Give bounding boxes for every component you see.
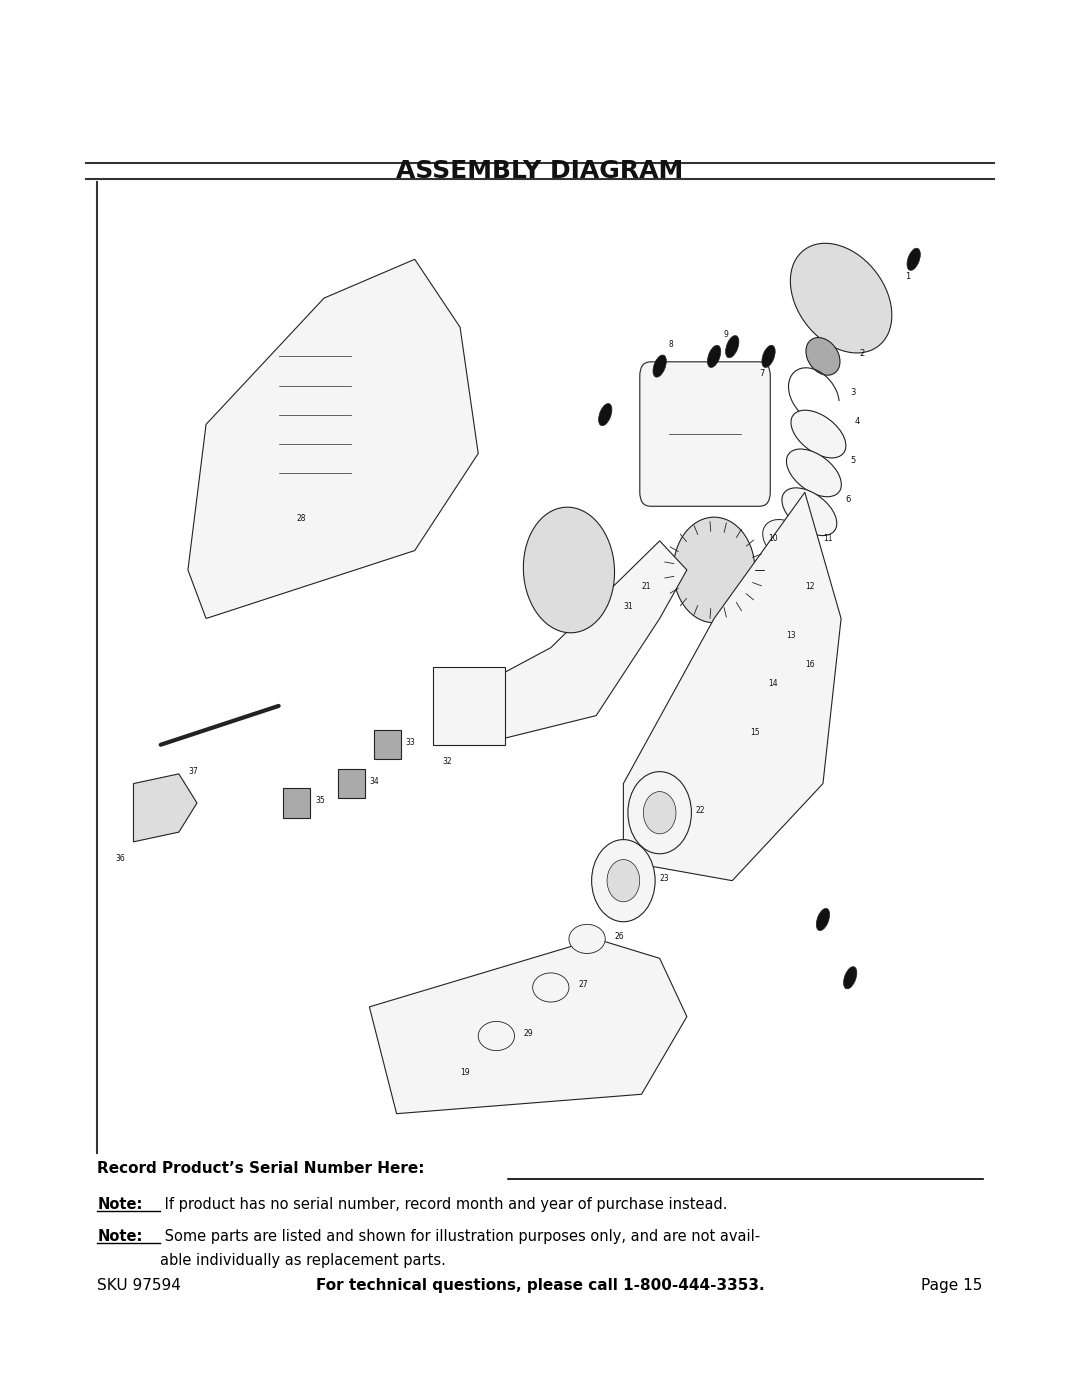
- Text: 8: 8: [669, 339, 674, 349]
- Ellipse shape: [653, 355, 666, 377]
- Bar: [374, 731, 401, 760]
- Text: ASSEMBLY DIAGRAM: ASSEMBLY DIAGRAM: [396, 159, 684, 183]
- Ellipse shape: [569, 925, 605, 954]
- Ellipse shape: [690, 714, 738, 756]
- Ellipse shape: [791, 411, 846, 458]
- Text: 21: 21: [642, 583, 651, 591]
- Text: For technical questions, please call 1-800-444-3353.: For technical questions, please call 1-8…: [315, 1278, 765, 1294]
- Text: 3: 3: [850, 388, 855, 397]
- Text: SKU 97594: SKU 97594: [97, 1278, 181, 1294]
- Text: 19: 19: [460, 1067, 470, 1077]
- Circle shape: [627, 771, 691, 854]
- Text: 15: 15: [751, 728, 760, 738]
- Text: Note:: Note:: [97, 1229, 143, 1245]
- Bar: [433, 668, 505, 745]
- Polygon shape: [478, 541, 687, 745]
- Ellipse shape: [524, 507, 615, 633]
- Text: 4: 4: [854, 418, 860, 426]
- Circle shape: [673, 517, 755, 623]
- Text: 1: 1: [905, 271, 909, 281]
- Text: 22: 22: [696, 806, 705, 814]
- FancyBboxPatch shape: [639, 362, 770, 506]
- Ellipse shape: [726, 335, 739, 358]
- Ellipse shape: [478, 1021, 514, 1051]
- Text: 14: 14: [769, 679, 779, 689]
- Text: 32: 32: [442, 757, 451, 766]
- Text: Note:: Note:: [97, 1197, 143, 1213]
- Text: 9: 9: [724, 330, 728, 339]
- Text: able individually as replacement parts.: able individually as replacement parts.: [160, 1253, 446, 1268]
- Text: 5: 5: [850, 457, 855, 465]
- Circle shape: [607, 859, 639, 902]
- Text: Page 15: Page 15: [921, 1278, 983, 1294]
- Ellipse shape: [786, 448, 841, 497]
- Text: 12: 12: [805, 583, 814, 591]
- Text: 26: 26: [615, 932, 624, 942]
- Polygon shape: [134, 774, 197, 842]
- Text: If product has no serial number, record month and year of purchase instead.: If product has no serial number, record …: [160, 1197, 727, 1213]
- Text: 2: 2: [860, 349, 864, 359]
- Bar: [283, 788, 310, 817]
- Circle shape: [592, 840, 656, 922]
- Polygon shape: [188, 260, 478, 619]
- Text: 10: 10: [769, 534, 779, 543]
- Circle shape: [644, 792, 676, 834]
- Text: 35: 35: [315, 796, 325, 805]
- Text: 31: 31: [623, 602, 633, 610]
- Ellipse shape: [744, 569, 793, 610]
- Ellipse shape: [727, 616, 774, 659]
- Text: Some parts are listed and shown for illustration purposes only, and are not avai: Some parts are listed and shown for illu…: [160, 1229, 760, 1245]
- Text: 36: 36: [116, 854, 125, 863]
- Text: 29: 29: [524, 1030, 534, 1038]
- Text: 6: 6: [846, 495, 851, 504]
- Ellipse shape: [708, 665, 756, 708]
- Text: 7: 7: [759, 369, 765, 377]
- Ellipse shape: [843, 967, 856, 989]
- Bar: [338, 768, 365, 798]
- Ellipse shape: [762, 520, 811, 562]
- Ellipse shape: [707, 345, 720, 367]
- Ellipse shape: [532, 972, 569, 1002]
- Ellipse shape: [816, 908, 829, 930]
- Text: Record Product’s Serial Number Here:: Record Product’s Serial Number Here:: [97, 1161, 424, 1176]
- Ellipse shape: [761, 345, 775, 367]
- Text: 37: 37: [188, 767, 198, 775]
- Text: 23: 23: [660, 873, 670, 883]
- Text: 13: 13: [786, 631, 796, 640]
- Ellipse shape: [907, 249, 920, 271]
- Ellipse shape: [791, 243, 892, 353]
- Ellipse shape: [806, 338, 840, 376]
- Ellipse shape: [598, 404, 612, 426]
- Text: 34: 34: [369, 777, 379, 785]
- Text: 28: 28: [297, 514, 307, 524]
- Text: 33: 33: [406, 738, 416, 747]
- Text: 16: 16: [805, 659, 814, 669]
- Polygon shape: [623, 492, 841, 880]
- Text: 27: 27: [578, 981, 588, 989]
- Polygon shape: [369, 939, 687, 1113]
- Ellipse shape: [782, 488, 837, 535]
- Text: 11: 11: [823, 534, 833, 543]
